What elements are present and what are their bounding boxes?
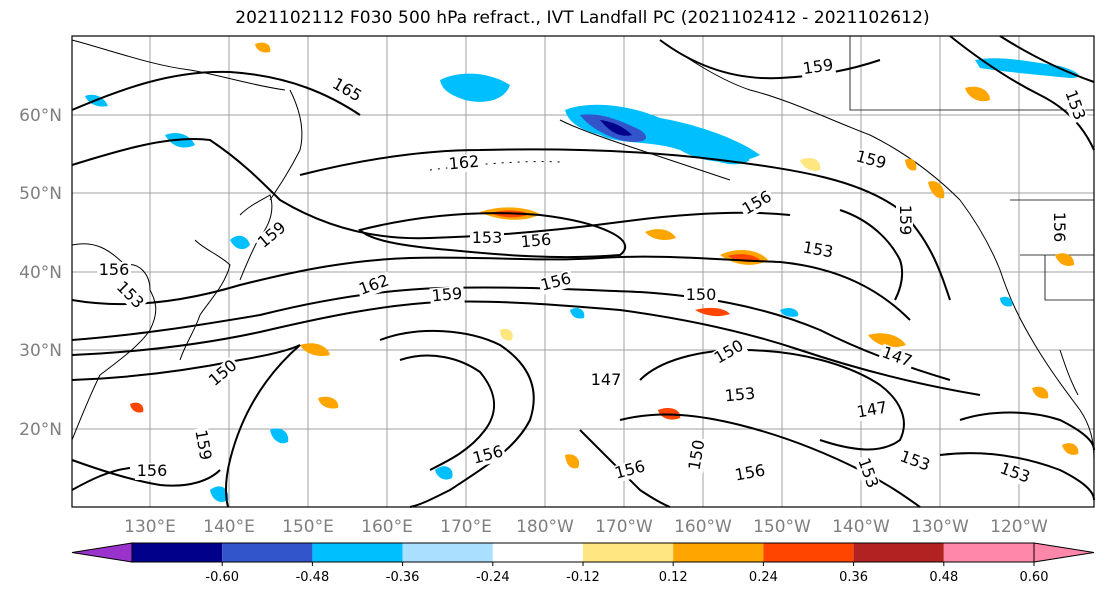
colorbar-segment: [673, 543, 764, 562]
lon-label: 130°W: [911, 517, 969, 537]
lat-label: 50°N: [19, 184, 62, 204]
lat-label: 40°N: [19, 263, 62, 283]
lon-label: 160°W: [674, 517, 732, 537]
colorbar-tick-label: 0.24: [749, 570, 778, 585]
colorbar-tick-label: -0.60: [205, 570, 239, 585]
contour-label: 156: [520, 230, 552, 252]
contour-label-bg: [731, 462, 769, 485]
contour-label-bg: [446, 153, 482, 174]
colorbar-segment: [583, 543, 674, 562]
colorbar-segment: [402, 543, 493, 562]
contour-label-bg: [470, 230, 504, 247]
colorbar-segment: [492, 543, 583, 562]
contour-label-bg: [191, 426, 214, 464]
refractivity-anomaly-shading: [85, 42, 1079, 502]
contour-label-bg: [97, 262, 131, 279]
colorbar-min-extension: [71, 542, 133, 563]
contour-label-bg: [111, 277, 148, 314]
contour-label-bg: [738, 187, 777, 220]
contour-label: 150: [686, 285, 717, 304]
lon-label: 140°W: [832, 517, 890, 537]
contour-label-bg: [611, 457, 649, 484]
colorbar: -0.60 -0.48 -0.36 -0.24 -0.12 0.12 0.24 0.36 0.4…: [71, 542, 1095, 585]
lon-label: 170°W: [595, 517, 653, 537]
contour-label-bg: [204, 355, 242, 391]
lon-label: 150°W: [753, 517, 811, 537]
contour-label: 159: [896, 205, 915, 236]
colorbar-tick-label: -0.12: [566, 570, 600, 585]
colorbar-tick-label: -0.24: [476, 570, 510, 585]
colorbar-segment: [312, 543, 403, 562]
colorbar-segment: [763, 543, 854, 562]
contour-label: 159: [431, 284, 463, 306]
contour-label-bg: [686, 436, 709, 474]
contour-label-bg: [896, 203, 913, 237]
contour-label-bg: [853, 399, 891, 422]
contour-label-bg: [995, 459, 1034, 488]
contour-label-bg: [429, 285, 465, 306]
contour-label-bg: [1050, 210, 1067, 244]
contour-label: 153: [472, 228, 503, 247]
contour-label: 156: [1050, 212, 1069, 243]
contour-label-bg: [518, 231, 554, 252]
contour-label: 156: [137, 461, 168, 480]
map-title: 2021102112 F030 500 hPa refract., IVT La…: [235, 8, 930, 28]
contour-label-bg: [895, 447, 934, 476]
colorbar-tick-label: -0.36: [386, 570, 420, 585]
longitude-labels: 130°E 140°E 150°E 160°E 170°E 180°W 170°W 160°W…: [124, 517, 1048, 537]
lon-label: 120°W: [990, 517, 1048, 537]
contour-label-bg: [684, 287, 718, 304]
colorbar-segment: [853, 543, 944, 562]
colorbar-segment: [222, 543, 313, 562]
latitude-labels: 60°N 50°N 40°N 30°N 20°N: [19, 106, 62, 440]
contour-label-bg: [589, 372, 623, 389]
contour-label: 162: [448, 152, 480, 174]
lat-label: 60°N: [19, 106, 62, 126]
lat-label: 30°N: [19, 341, 62, 361]
colorbar-tick-label: 0.48: [929, 570, 958, 585]
contour-label: 147: [591, 370, 622, 389]
colorbar-tick-label: 0.12: [659, 570, 688, 585]
contour-label-bg: [469, 442, 507, 469]
contour-label-bg: [877, 343, 916, 372]
contour-label-bg: [1060, 86, 1089, 125]
contour-label: 153: [724, 384, 756, 406]
contour-label: 159: [801, 55, 834, 78]
contour-label-bg: [327, 74, 366, 107]
colorbar-tick-label: -0.48: [296, 570, 330, 585]
colorbar-segment: [132, 543, 223, 562]
lon-label: 180°W: [516, 517, 574, 537]
lon-label: 130°E: [124, 517, 176, 537]
lon-label: 140°E: [203, 517, 255, 537]
contour-label-bg: [537, 269, 575, 296]
contour-label-bg: [799, 239, 837, 262]
contour-label: 156: [99, 260, 130, 279]
contour-label-bg: [135, 463, 169, 480]
contour-label-bg: [800, 56, 837, 79]
contour-label-bg: [722, 385, 758, 406]
lat-label: 20°N: [19, 420, 62, 440]
lon-label: 160°E: [361, 517, 413, 537]
lon-label: 150°E: [282, 517, 334, 537]
colorbar-tick-label: 0.36: [839, 570, 868, 585]
lon-label: 170°E: [440, 517, 492, 537]
contour-label-bg: [710, 336, 749, 369]
contour-label-bg: [355, 271, 394, 300]
colorbar-max-extension: [1033, 542, 1095, 563]
contour-label-bg: [253, 217, 291, 253]
colorbar-segment: [943, 543, 1034, 562]
colorbar-tick-label: 0.60: [1020, 570, 1049, 585]
map-border: [71, 35, 1095, 508]
contour-label-bg: [853, 454, 882, 493]
